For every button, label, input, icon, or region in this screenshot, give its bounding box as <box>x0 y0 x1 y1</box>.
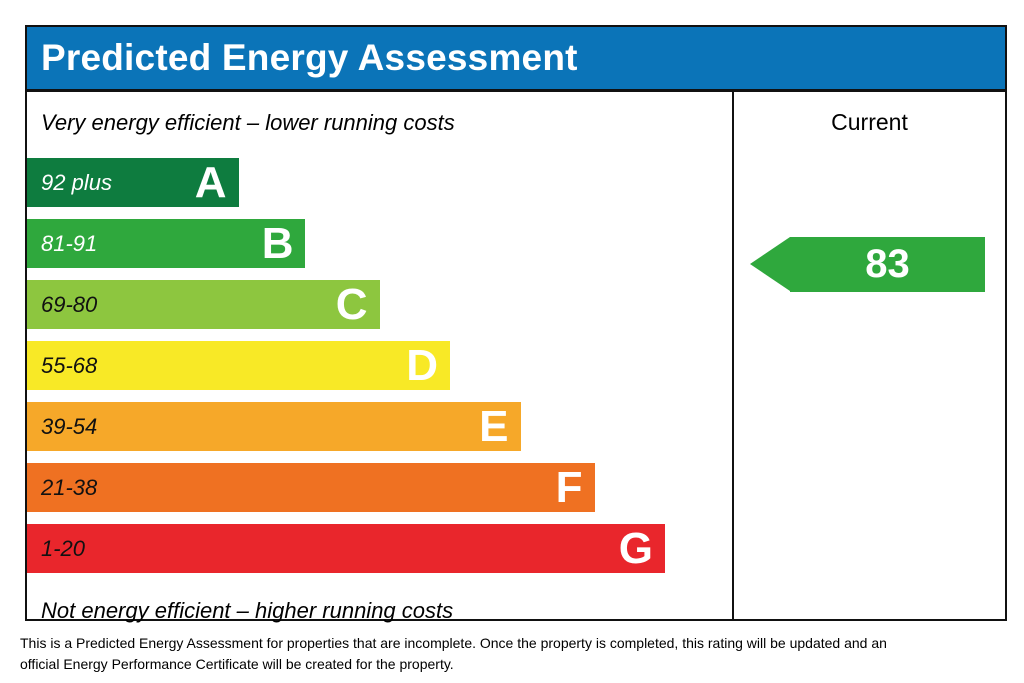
panel-body: Very energy efficient – lower running co… <box>27 92 1005 623</box>
band-bar-f: 21-38 F <box>27 463 595 512</box>
band-range-label: 21-38 <box>41 474 98 500</box>
rating-bands: 92 plus A 81-91 B 69-80 C 55-68 D 39-54 E 21-38 F 1-… <box>27 158 732 573</box>
band-bar-c: 69-80 C <box>27 280 380 329</box>
band-row-b: 81-91 B <box>27 219 732 268</box>
current-rating-arrow: 83 <box>750 237 985 292</box>
band-range-label: 55-68 <box>41 352 98 378</box>
band-letter: B <box>261 218 294 268</box>
band-row-c: 69-80 C <box>27 280 732 329</box>
band-range-label: 1-20 <box>41 535 86 561</box>
top-caption: Very energy efficient – lower running co… <box>41 110 455 135</box>
left-arrow-tip-icon <box>750 237 790 291</box>
band-letter: D <box>406 340 438 390</box>
footer-line: This is a Predicted Energy Assessment fo… <box>20 635 887 651</box>
panel-header: Predicted Energy Assessment <box>27 27 1005 92</box>
band-row-a: 92 plus A <box>27 158 732 207</box>
current-rating-value: 83 <box>865 242 910 286</box>
band-row-f: 21-38 F <box>27 463 732 512</box>
band-range-label: 92 plus <box>41 169 112 195</box>
band-range-label: 39-54 <box>41 413 98 439</box>
current-rating-arrow-body: 83 <box>790 237 985 292</box>
band-bar-e: 39-54 E <box>27 402 521 451</box>
band-bar-a: 92 plus A <box>27 158 239 207</box>
band-letter: C <box>335 279 368 329</box>
band-bar-b: 81-91 B <box>27 218 306 268</box>
current-column: Current 83 <box>732 92 1005 620</box>
assessment-panel: Predicted Energy Assessment Very energy … <box>25 25 1007 623</box>
panel-title: Predicted Energy Assessment <box>41 37 578 78</box>
band-range-label: 69-80 <box>41 291 98 317</box>
band-row-g: 1-20 G <box>27 524 732 573</box>
band-range-label: 81-91 <box>41 230 98 256</box>
band-bar-g: 1-20 G <box>27 523 666 573</box>
footer-note: This is a Predicted Energy Assessment fo… <box>20 633 887 675</box>
band-row-e: 39-54 E <box>27 402 732 451</box>
band-row-d: 55-68 D <box>27 341 732 390</box>
band-letter: A <box>194 157 227 207</box>
footer-line: official Energy Performance Certificate … <box>20 656 454 672</box>
rating-scale: Very energy efficient – lower running co… <box>27 92 732 623</box>
current-column-header: Current <box>831 109 908 135</box>
band-letter: F <box>555 462 583 512</box>
band-letter: G <box>618 523 654 573</box>
band-letter: E <box>479 401 509 451</box>
bottom-caption: Not energy efficient – higher running co… <box>41 598 454 623</box>
band-bar-d: 55-68 D <box>27 341 450 390</box>
